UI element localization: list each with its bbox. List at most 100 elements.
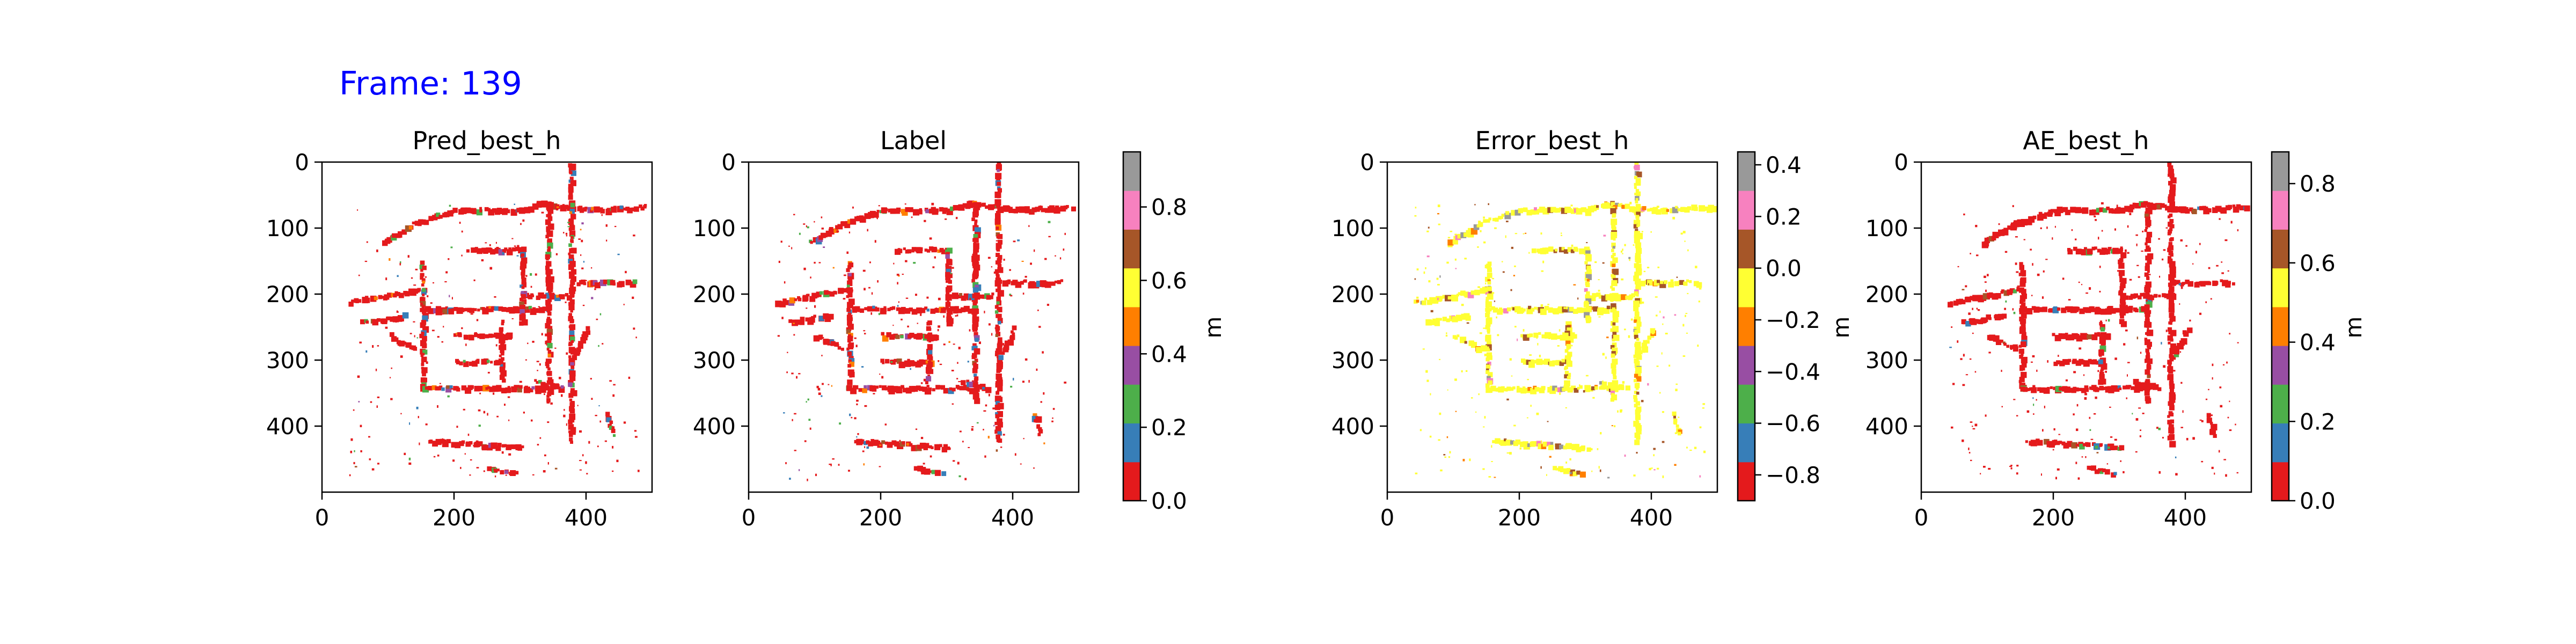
heatmap-cell [1624,455,1626,457]
heatmap-cell [1415,472,1418,474]
heatmap-cell [521,282,527,288]
heatmap-cell [2158,471,2161,474]
heatmap-cell [1634,272,1640,277]
heatmap-cell [890,208,896,214]
heatmap-cell [872,305,875,309]
heatmap-cell [489,267,493,270]
heatmap-cell [1974,371,1977,373]
heatmap-cell [488,209,494,216]
heatmap-cell [957,309,962,313]
heatmap-cell [1467,292,1474,298]
heatmap-cell [477,334,480,336]
heatmap-cell [997,255,1002,260]
heatmap-cell [385,277,387,281]
heatmap-cell [1951,326,1953,328]
heatmap-cell [2169,300,2171,302]
heatmap-cell [499,345,504,350]
heatmap-cell [2169,335,2173,340]
heatmap-cell [884,358,890,364]
heatmap-cell [1993,294,1997,298]
heatmap-cell [1063,248,1065,251]
heatmap-cell [995,334,999,337]
heatmap-cell [1634,311,1640,317]
heatmap-cell [469,441,473,445]
heatmap-cells [775,162,1076,481]
heatmap-cell [1008,209,1013,213]
heatmap-cell [2143,292,2149,299]
heatmap-cell [2083,333,2087,336]
heatmap-cell [1563,249,1569,254]
heatmap-cell [565,232,568,235]
heatmap-cell [1066,205,1069,208]
heatmap-cell [370,401,372,403]
heatmap-cell [586,330,591,335]
heatmap-cell [1611,394,1618,400]
heatmap-cell [956,314,958,317]
heatmap-cell [2181,287,2183,289]
heatmap-cell [1634,319,1637,323]
heatmap-cell [1582,207,1587,212]
colorbar-segment [1123,191,1140,230]
heatmap-cell [817,387,821,391]
heatmap-cells [348,163,647,478]
heatmap-cell [1668,364,1671,367]
heatmap-cell [1046,304,1049,306]
heatmap-cell [946,291,950,295]
heatmap-cell [1598,466,1600,469]
heatmap-cell [2081,249,2088,255]
heatmap-cell [421,304,425,308]
heatmap-cell [1440,469,1443,472]
heatmap-cell [926,249,931,253]
heatmap-cell [1569,306,1574,312]
heatmap-cell [1593,306,1598,312]
heatmap-cell [2041,213,2047,219]
heatmap-cell [495,332,502,339]
x-axis: 0 200 400 [1380,492,1673,531]
heatmap-cell [1617,410,1619,413]
heatmap-cell [2228,204,2233,209]
heatmap-cell [532,203,539,210]
heatmap-cell [634,207,639,212]
heatmap-cell [2001,370,2002,372]
heatmap-cell [838,290,843,294]
heatmap-cell [1635,189,1640,193]
heatmap-cell [993,425,995,427]
heatmap-cell [2203,208,2209,215]
heatmap-cell [1539,387,1545,393]
heatmap-cell [570,365,575,369]
heatmap-cell [545,333,548,336]
heatmap-cell [546,380,551,384]
heatmap-cell [519,284,523,288]
heatmap-cell [563,414,566,418]
heatmap-cell [1523,386,1526,390]
heatmap-cell [848,304,851,308]
heatmap-cell [848,372,852,375]
heatmap-cell [416,406,419,409]
heatmap-cell [2010,222,2017,229]
heatmap-cell [971,346,976,350]
heatmap-cell [1454,258,1457,261]
heatmap-cell [955,315,957,317]
heatmap-cell [1634,186,1637,189]
heatmap-cell [369,458,371,460]
heatmap-cell [807,479,808,481]
heatmap-cell [1591,470,1593,472]
heatmap-cell [1485,291,1489,295]
heatmap-cell [1576,447,1582,452]
heatmap-cell [1567,468,1571,472]
heatmap-cell [1485,299,1489,303]
heatmap-cell [1546,474,1547,476]
heatmap-cell [519,301,524,307]
heatmap-cell [857,433,859,435]
heatmap-cell [954,306,959,311]
heatmap-cell [1038,427,1042,431]
heatmap-cell [2169,286,2175,292]
heatmap-cell [1465,315,1471,321]
heatmap-cell [1565,340,1571,346]
heatmap-cell [1512,307,1516,311]
heatmap-cell [392,316,399,323]
heatmap-cell [1059,257,1062,260]
heatmap-cell [536,361,539,362]
heatmap-cell [2168,363,2172,367]
heatmap-cell [969,388,976,394]
